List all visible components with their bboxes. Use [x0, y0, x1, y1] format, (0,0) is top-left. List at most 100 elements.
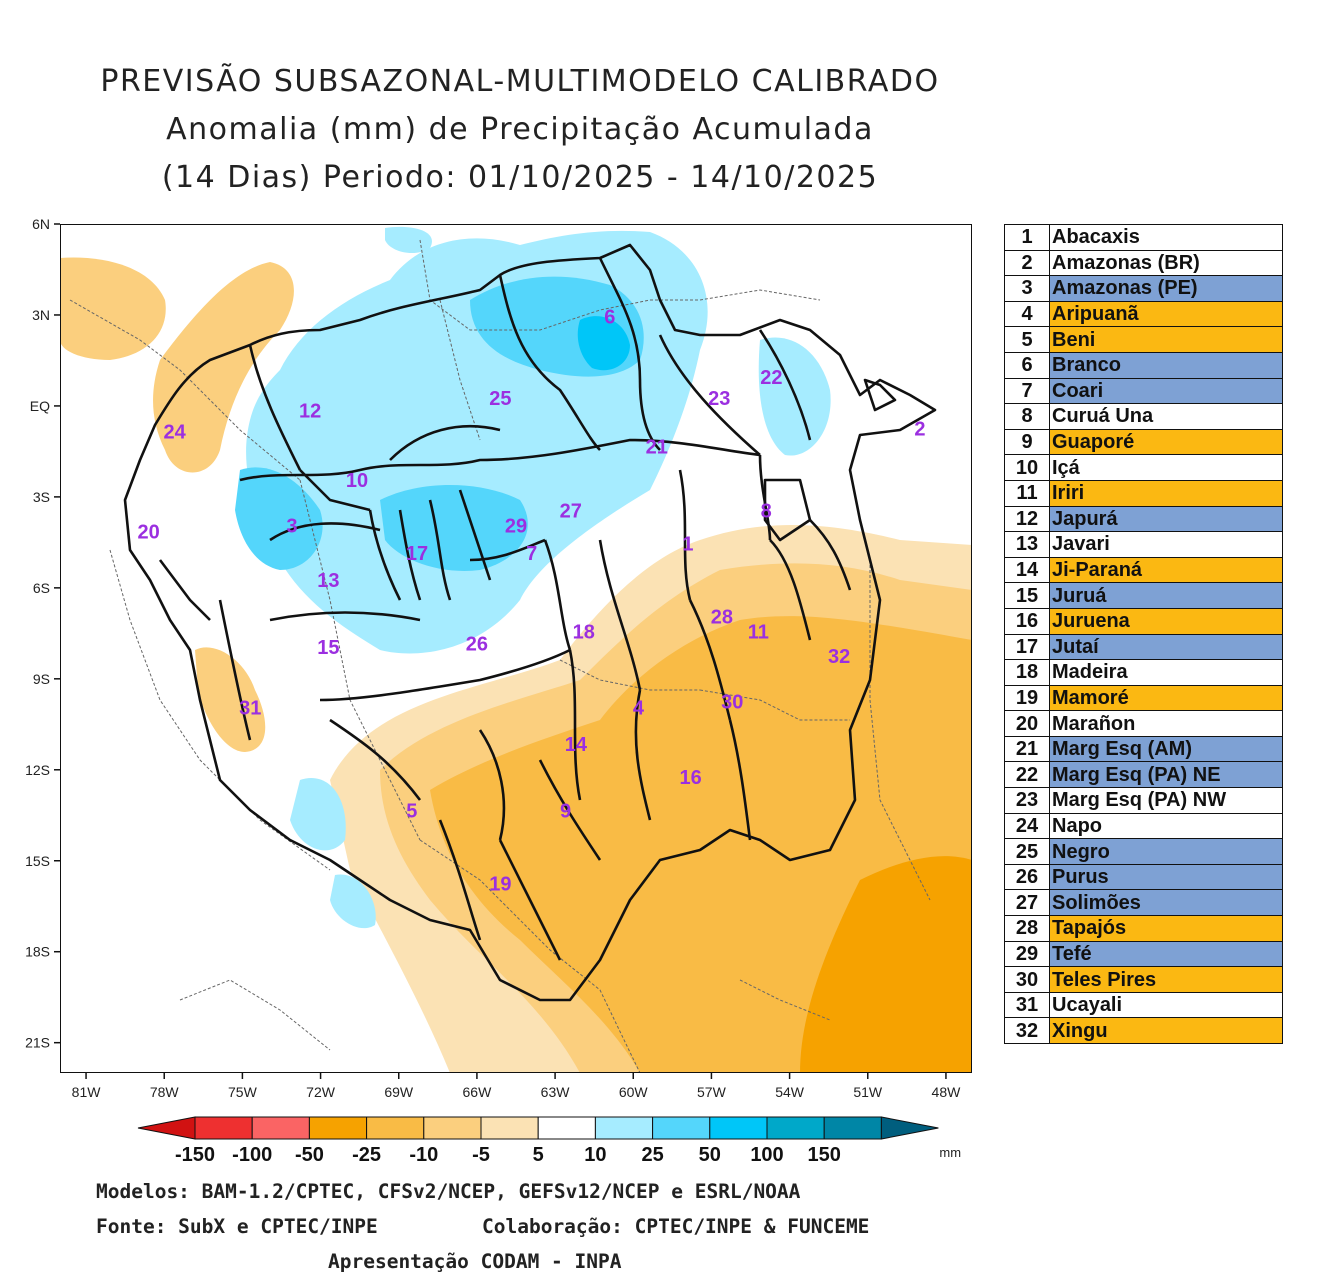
colorbar-label: -5 [472, 1144, 490, 1166]
legend-number: 16 [1004, 607, 1050, 635]
basin-label-3: 3 [286, 515, 297, 537]
legend-row: 2 Amazonas (BR) [1004, 249, 1283, 277]
legend-row: 25 Negro [1004, 838, 1283, 865]
lon-tick-label: 51W [853, 1084, 883, 1100]
legend-basin-name: Juruá [1049, 582, 1283, 609]
legend-number: 13 [1004, 531, 1050, 558]
colorbar-extend-low [137, 1116, 196, 1140]
legend-basin-name: Marg Esq (PA) NE [1049, 761, 1283, 789]
legend-row: 11 Iriri [1004, 479, 1283, 507]
legend-basin-name: Juruena [1049, 607, 1283, 635]
anomaly-dry-napo [153, 262, 294, 473]
legend-basin-name: Jutaí [1049, 633, 1283, 661]
legend-basin-name: Ucayali [1049, 991, 1283, 1019]
anomaly-wet-sw [330, 874, 376, 929]
colorbar-label: -25 [352, 1144, 381, 1166]
legend-basin-name: Purus [1049, 863, 1283, 891]
colorbar-segment [709, 1116, 768, 1140]
lat-tick-label: 6N [32, 216, 50, 232]
colorbar-extend-high [880, 1116, 939, 1140]
legend-number: 1 [1004, 224, 1050, 251]
colorbar-segment [308, 1116, 368, 1140]
legend-row: 10 Içá [1004, 454, 1283, 481]
legend-number: 25 [1004, 838, 1050, 865]
legend-row: 19 Mamoré [1004, 684, 1283, 712]
legend-row: 31 Ucayali [1004, 991, 1283, 1019]
anomaly-wet-strong [577, 316, 630, 371]
credits-collaboration: Colaboração: CPTEC/INPE & FUNCEME [482, 1215, 870, 1238]
legend-number: 24 [1004, 812, 1050, 840]
lon-tick-label: 72W [306, 1084, 336, 1100]
anomaly-wet-top [385, 226, 432, 254]
anomaly-wet-mid-3 [380, 485, 528, 571]
colorbar-segment [537, 1116, 596, 1140]
legend-basin-name: Solimões [1049, 889, 1283, 917]
amazon-basin-outline [123, 243, 937, 1002]
colorbar-label: 25 [641, 1144, 663, 1166]
lon-tick-label: 48W [932, 1084, 962, 1100]
lat-tick-label: 15S [25, 853, 50, 869]
legend-row: 13 Javari [1004, 531, 1283, 558]
legend-row: 1 Abacaxis [1004, 224, 1283, 251]
legend-number: 23 [1004, 787, 1050, 814]
legend-basin-name: Xingu [1049, 1017, 1283, 1044]
title-line-3: (14 Dias) Periodo: 01/10/2025 - 14/10/20… [161, 160, 879, 195]
colorbar-label: -100 [232, 1144, 272, 1166]
legend-basin-name: Iriri [1049, 479, 1283, 507]
legend-basin-name: Tapajós [1049, 915, 1283, 942]
legend-number: 2 [1004, 249, 1050, 277]
colorbar-segment [194, 1116, 253, 1140]
legend-row: 23 Marg Esq (PA) NW [1004, 787, 1283, 814]
anomaly-wet-west [290, 778, 346, 851]
legend-basin-name: Marg Esq (PA) NW [1049, 787, 1283, 814]
latitude-axis: 6N 3N EQ 3S 6S 9S 12S 15S 18S 21S [25, 216, 60, 1051]
colorbar-segment [423, 1116, 482, 1140]
basin-label-20: 20 [137, 522, 159, 544]
legend-number: 3 [1004, 275, 1050, 302]
legend-basin-name: Napo [1049, 812, 1283, 840]
legend-row: 3 Amazonas (PE) [1004, 275, 1283, 302]
legend-number: 22 [1004, 761, 1050, 789]
legend-basin-name: Javari [1049, 531, 1283, 558]
legend-row: 8 Curuá Una [1004, 403, 1283, 430]
legend-row: 29 Tefé [1004, 940, 1283, 968]
basin-label-23: 23 [708, 388, 730, 410]
basin-label-17: 17 [406, 543, 428, 565]
legend-number: 31 [1004, 991, 1050, 1019]
basin-label-7: 7 [526, 543, 537, 565]
basin-label-14: 14 [565, 734, 588, 756]
legend-number: 7 [1004, 377, 1050, 405]
basin-label-6: 6 [604, 306, 615, 328]
legend-basin-name: Amazonas (BR) [1049, 249, 1283, 277]
legend-basin-name: Aripuanã [1049, 300, 1283, 328]
basin-label-1: 1 [682, 534, 693, 556]
legend-row: 15 Juruá [1004, 582, 1283, 609]
legend-number: 32 [1004, 1017, 1050, 1044]
legend-number: 4 [1004, 300, 1050, 328]
legend-basin-name: Coari [1049, 377, 1283, 405]
legend-basin-name: Ji-Paraná [1049, 556, 1283, 584]
basin-label-8: 8 [761, 500, 772, 522]
legend-basin-name: Teles Pires [1049, 966, 1283, 993]
legend-basin-name: Tefé [1049, 940, 1283, 968]
colorbar-label: 50 [699, 1144, 721, 1166]
legend-row: 6 Branco [1004, 351, 1283, 379]
lon-tick-label: 66W [463, 1084, 493, 1100]
legend-number: 8 [1004, 403, 1050, 430]
legend-row: 12 Japurá [1004, 505, 1283, 533]
legend-basin-name: Branco [1049, 351, 1283, 379]
legend-number: 6 [1004, 351, 1050, 379]
basin-label-4: 4 [633, 697, 645, 719]
basin-label-layer: 1234567891011121314151617181920212223242… [137, 306, 925, 895]
legend-number: 9 [1004, 428, 1050, 456]
lon-tick-label: 63W [541, 1084, 571, 1100]
basin-label-2: 2 [914, 418, 925, 440]
anomaly-dry-max [800, 856, 972, 1073]
basin-label-19: 19 [489, 873, 511, 895]
colorbar: -150 -100 -50 -25 -10 -5 5 10 25 50 100 150 mm [137, 1116, 961, 1166]
lon-tick-label: 75W [228, 1084, 258, 1100]
lat-tick-label: 3S [33, 489, 50, 505]
legend-basin-name: Marañon [1049, 710, 1283, 737]
colorbar-label: 5 [533, 1144, 544, 1166]
colorbar-label: 150 [808, 1144, 841, 1166]
